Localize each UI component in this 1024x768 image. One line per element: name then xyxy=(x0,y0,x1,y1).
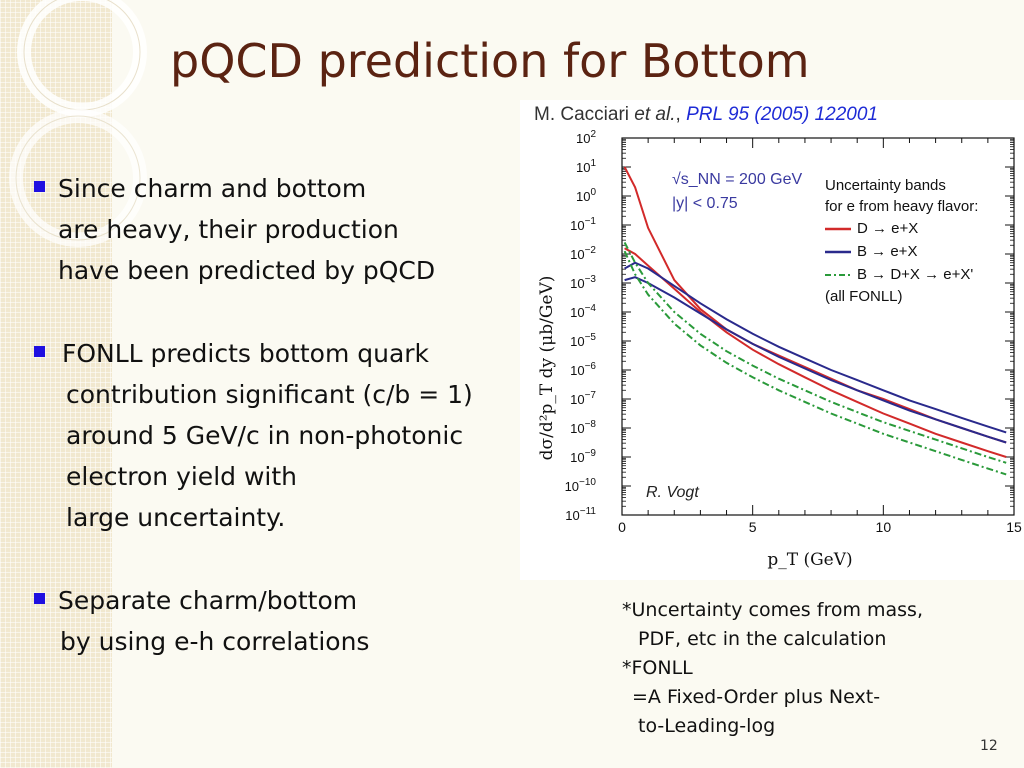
bullet-3: Separate charm/bottom by using e-h corre… xyxy=(0,580,520,662)
note-line: =A Fixed-Order plus Next- xyxy=(632,686,881,708)
legend-title-line: Uncertainty bands xyxy=(825,177,946,194)
bullet-line: are heavy, their production xyxy=(58,215,399,244)
chart-credit: R. Vogt xyxy=(646,484,699,501)
chart-legend: Uncertainty bands for e from heavy flavo… xyxy=(825,175,978,307)
bullet-1: Since charm and bottom are heavy, their … xyxy=(0,168,520,291)
legend-entry: B → e+X xyxy=(825,240,978,263)
bullet-line: contribution significant (c/b = 1) xyxy=(66,380,473,409)
citation-etal: et al. xyxy=(634,104,676,125)
y-tick-label: 10−4 xyxy=(570,303,596,320)
chart-figure: M. Cacciari et al., PRL 95 (2005) 122001… xyxy=(520,100,1024,580)
footnotes: *Uncertainty comes from mass, PDF, etc i… xyxy=(622,596,923,741)
citation-journal: PRL 95 (2005) 122001 xyxy=(686,104,878,125)
legend-title-line: for e from heavy flavor: xyxy=(825,198,979,215)
x-tick-label: 0 xyxy=(618,519,626,535)
y-tick-label: 10−7 xyxy=(570,390,596,407)
y-tick-label: 102 xyxy=(576,129,596,146)
y-tick-label: 101 xyxy=(576,158,596,175)
y-tick-label: 10−3 xyxy=(570,274,596,291)
legend-label: B → D+X → e+X' xyxy=(857,266,974,283)
bullet-line: electron yield with xyxy=(66,462,297,491)
legend-entry: D → e+X xyxy=(825,217,978,240)
series-1-upper-curve xyxy=(624,261,1007,434)
x-tick-label: 10 xyxy=(876,519,892,535)
note-line: PDF, etc in the calculation xyxy=(638,628,887,650)
series-2-lower-curve xyxy=(623,250,1007,476)
y-tick-label: 10−1 xyxy=(570,216,596,233)
condition-rapidity: |y| < 0.75 xyxy=(672,195,738,212)
page-number: 12 xyxy=(980,738,998,754)
y-tick-label: 10−9 xyxy=(570,448,596,465)
chart-svg: 0 5 10 15 102 101 100 10−1 10−2 10−3 10−4 10−5 10−6 1… xyxy=(537,129,1022,570)
chart-curves xyxy=(623,166,1007,476)
legend-swatch-blue xyxy=(825,250,851,253)
bullet-2: FONLL predicts bottom quark contribution… xyxy=(0,333,520,538)
bullet-square-icon xyxy=(34,181,45,192)
x-axis-label: p_T (GeV) xyxy=(767,550,852,570)
legend-swatch-green xyxy=(825,273,851,276)
y-tick-label: 10−8 xyxy=(570,419,596,436)
y-tick-label: 10−10 xyxy=(565,477,597,494)
bullet-line: around 5 GeV/c in non-photonic xyxy=(66,421,464,450)
y-tick-label: 100 xyxy=(576,187,596,204)
chart-citation: M. Cacciari et al., PRL 95 (2005) 122001 xyxy=(534,104,878,126)
condition-energy: √s_NN = 200 GeV xyxy=(672,171,803,188)
bullet-square-icon xyxy=(34,593,45,604)
legend-swatch-red xyxy=(825,227,851,230)
plot-frame xyxy=(621,137,1015,516)
bullet-square-icon xyxy=(34,346,45,357)
y-tick-label: 10−5 xyxy=(570,332,596,349)
bullet-line: have been predicted by pQCD xyxy=(58,256,436,285)
citation-comma: , xyxy=(675,104,681,125)
note-line: *Uncertainty comes from mass, xyxy=(622,599,923,621)
legend-entry: B → D+X → e+X' xyxy=(825,263,978,286)
note-line: *FONLL xyxy=(622,657,693,679)
bullet-line: large uncertainty. xyxy=(66,503,286,532)
legend-label: D → e+X xyxy=(857,220,919,237)
slide-title: pQCD prediction for Bottom xyxy=(170,34,810,88)
bullet-line: FONLL predicts bottom quark xyxy=(62,339,430,368)
background-texture xyxy=(0,0,112,768)
chart-axes xyxy=(621,137,1015,516)
bullet-line: Since charm and bottom xyxy=(58,174,367,203)
x-tick-label: 5 xyxy=(749,519,757,535)
bullet-line: Separate charm/bottom xyxy=(58,586,358,615)
decorative-circles xyxy=(9,0,147,247)
legend-label: B → e+X xyxy=(857,243,918,260)
y-axis-label: dσ/d²p_T dy (μb/GeV) xyxy=(537,276,557,461)
chart-ticks: 0 5 10 15 102 101 100 10−1 10−2 10−3 10−4 10−5 10−6 1… xyxy=(565,129,1022,535)
series-1-lower-curve xyxy=(624,276,1007,444)
y-tick-label: 10−2 xyxy=(570,245,596,262)
legend-note: (all FONLL) xyxy=(825,288,903,305)
x-tick-label: 15 xyxy=(1006,519,1022,535)
citation-authors: M. Cacciari xyxy=(534,104,630,125)
y-tick-label: 10−6 xyxy=(570,361,596,378)
collision-conditions: √s_NN = 200 GeV |y| < 0.75 xyxy=(672,168,802,216)
y-tick-label: 10−11 xyxy=(565,506,596,523)
bullet-line: by using e-h correlations xyxy=(60,627,370,656)
note-line: to-Leading-log xyxy=(638,715,776,737)
